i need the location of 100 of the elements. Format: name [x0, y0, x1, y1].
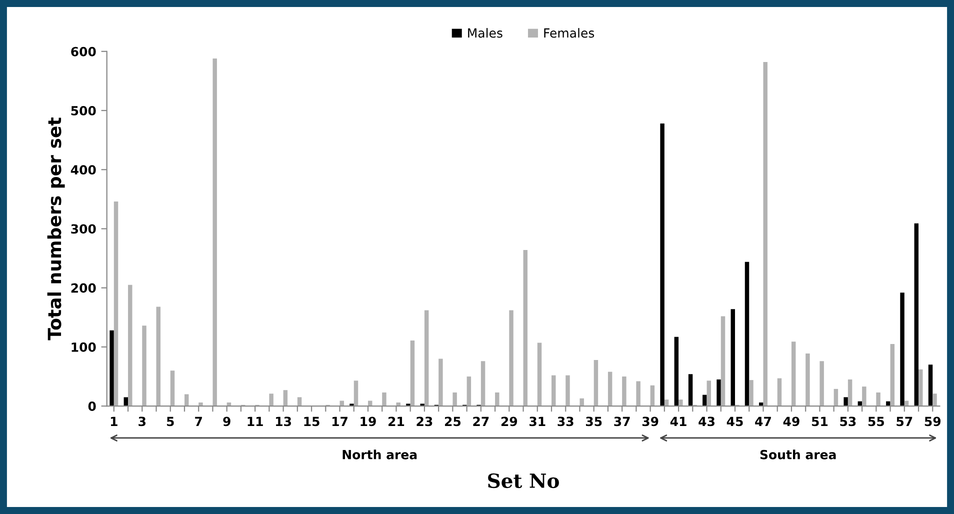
y-tick-label: 400 — [70, 165, 96, 175]
x-tick-label: 17 — [332, 416, 348, 426]
bar — [749, 380, 754, 406]
x-tick-label: 57 — [896, 416, 912, 426]
bar — [820, 361, 824, 406]
bar — [495, 392, 500, 406]
y-tick-label: 100 — [72, 342, 96, 352]
legend-label: Males — [468, 28, 502, 38]
x-tick-label: 33 — [558, 416, 574, 426]
bar — [552, 375, 556, 406]
x-tick-label: 55 — [868, 416, 884, 426]
bar — [900, 292, 904, 406]
bar — [730, 309, 736, 406]
bar — [886, 401, 890, 406]
bar — [716, 379, 721, 406]
x-axis-title: Set No — [488, 473, 559, 488]
x-tick-label: 29 — [501, 416, 518, 426]
bar — [763, 62, 768, 406]
x-tick-label: 27 — [473, 416, 489, 426]
bar — [170, 370, 175, 406]
y-tick-label: 200 — [71, 283, 96, 293]
bar — [674, 336, 679, 406]
bar — [876, 392, 880, 406]
bar — [706, 380, 712, 406]
bar — [269, 394, 274, 406]
bar — [890, 344, 895, 406]
bar — [914, 223, 919, 406]
bar — [566, 375, 570, 406]
bar — [128, 284, 132, 406]
bar — [156, 306, 160, 406]
bar — [928, 364, 933, 406]
bar — [650, 385, 655, 406]
text: North area — [342, 450, 417, 460]
bar — [438, 358, 443, 406]
x-tick-label: 41 — [670, 416, 686, 426]
x-tick-label: 47 — [755, 416, 771, 426]
y-tick-label: 300 — [71, 224, 96, 234]
y-tick-label: 0 — [88, 402, 96, 411]
x-tick-label: 59 — [924, 416, 941, 426]
x-tick-label: 11 — [248, 416, 263, 426]
x-tick-label: 9 — [223, 416, 230, 426]
bar — [354, 380, 358, 406]
bar — [110, 330, 114, 406]
bar — [198, 402, 203, 406]
bar — [862, 386, 866, 406]
bar — [424, 310, 429, 406]
y-tick-label: 600 — [71, 46, 96, 56]
bar — [382, 392, 386, 406]
x-tick-label: 5 — [166, 416, 174, 426]
x-tick-label: 25 — [444, 416, 461, 426]
x-tick-label: 49 — [783, 416, 800, 426]
x-tick-label: 53 — [840, 416, 856, 426]
bar — [608, 372, 612, 406]
bar — [622, 376, 626, 406]
bar — [480, 361, 486, 406]
x-tick-label: 15 — [304, 416, 320, 426]
y-axis-title: Total numbers per set — [47, 118, 65, 340]
x-tick-label: 13 — [276, 416, 291, 426]
bar — [834, 388, 838, 406]
bar — [744, 262, 750, 406]
x-tick-label: 23 — [416, 416, 432, 426]
bar — [350, 404, 354, 406]
bar — [678, 400, 683, 406]
bar — [297, 397, 302, 406]
bar — [777, 378, 782, 406]
x-tick-label: 21 — [388, 416, 404, 426]
x-tick-label: 35 — [586, 416, 602, 426]
bar — [509, 310, 514, 406]
x-tick-label: 43 — [698, 416, 714, 426]
bar — [420, 404, 424, 406]
bar — [636, 381, 640, 406]
y-tick-label: 500 — [71, 106, 96, 116]
bar — [124, 397, 128, 406]
bar — [688, 374, 693, 406]
x-tick-label: 1 — [110, 416, 118, 426]
bar — [844, 397, 848, 406]
bar — [594, 360, 598, 406]
bar — [848, 379, 852, 406]
x-tick-label: 19 — [360, 416, 376, 426]
x-tick-label: 3 — [138, 416, 146, 426]
x-tick-label: 45 — [726, 416, 743, 426]
x-tick-label: 39 — [642, 416, 658, 426]
bar — [283, 390, 288, 406]
text: South area — [760, 450, 836, 460]
bar — [932, 394, 937, 406]
bar — [184, 394, 189, 406]
x-tick-label: 31 — [530, 416, 546, 426]
bar — [791, 342, 796, 406]
bar — [702, 394, 707, 406]
bar — [580, 398, 584, 406]
bar — [806, 353, 810, 406]
bar — [114, 202, 118, 406]
bar — [212, 58, 217, 406]
bar — [918, 369, 923, 406]
bar — [396, 402, 400, 406]
bar — [406, 404, 410, 406]
bar — [537, 342, 542, 406]
legend-label: Females — [544, 28, 594, 38]
x-tick-label: 37 — [614, 416, 630, 426]
bar — [720, 316, 726, 406]
